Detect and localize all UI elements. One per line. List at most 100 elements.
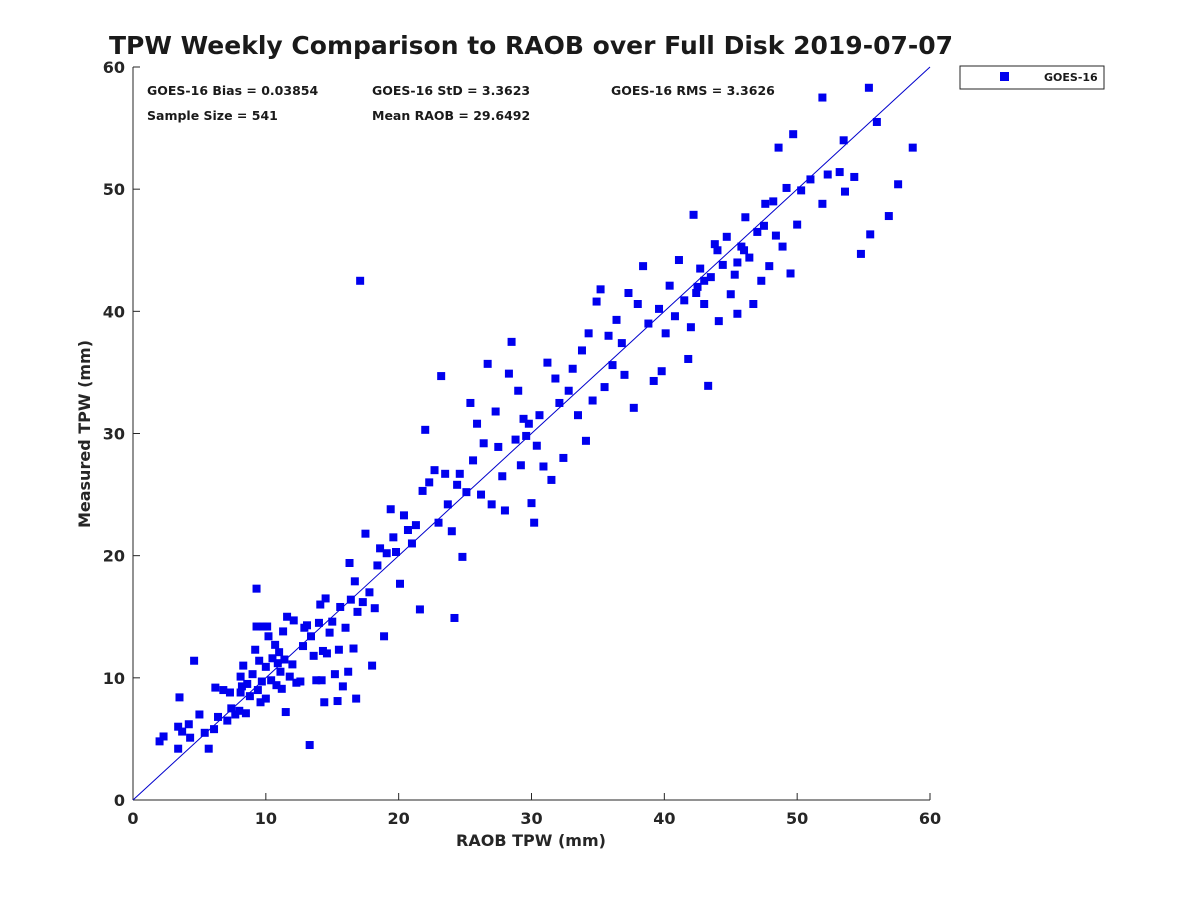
data-point <box>356 276 365 285</box>
legend-label-goes16: GOES-16 <box>1044 71 1098 84</box>
data-point <box>689 210 698 219</box>
data-point <box>309 651 318 660</box>
data-point <box>322 649 331 658</box>
stat-rms: GOES-16 RMS = 3.3626 <box>611 83 775 98</box>
data-point <box>245 692 254 701</box>
data-point <box>184 720 193 729</box>
data-point <box>447 527 456 536</box>
data-point <box>466 398 475 407</box>
data-point <box>504 369 513 378</box>
data-point <box>253 686 262 695</box>
x-tick-label: 0 <box>127 809 138 828</box>
data-point <box>644 319 653 328</box>
data-point <box>195 710 204 719</box>
data-point <box>629 403 638 412</box>
data-point <box>261 694 270 703</box>
x-tick-label: 40 <box>653 809 675 828</box>
data-point <box>761 199 770 208</box>
data-point <box>477 490 486 499</box>
y-tick-label: 60 <box>103 58 125 77</box>
data-point <box>443 500 452 509</box>
data-point <box>271 640 280 649</box>
data-point <box>399 511 408 520</box>
data-point <box>740 246 749 255</box>
data-point <box>778 242 787 251</box>
data-point <box>225 688 234 697</box>
data-point <box>453 480 462 489</box>
data-point <box>279 627 288 636</box>
data-point <box>639 262 648 271</box>
x-tick-label: 10 <box>255 809 277 828</box>
data-point <box>840 187 849 196</box>
data-point <box>272 681 281 690</box>
data-point <box>411 521 420 530</box>
data-point <box>835 168 844 177</box>
data-point <box>479 439 488 448</box>
data-point <box>543 358 552 367</box>
data-point <box>507 337 516 346</box>
data-point <box>370 604 379 613</box>
data-point <box>434 518 443 527</box>
data-point <box>346 595 355 604</box>
data-point <box>263 622 272 631</box>
data-point <box>608 361 617 370</box>
data-point <box>210 725 219 734</box>
data-point <box>288 660 297 669</box>
data-point <box>175 693 184 702</box>
data-point <box>267 676 276 685</box>
data-point <box>200 728 209 737</box>
data-point <box>568 364 577 373</box>
stat-std: GOES-16 StD = 3.3623 <box>372 83 530 98</box>
data-point <box>450 613 459 622</box>
data-point <box>236 672 245 681</box>
data-point <box>186 733 195 742</box>
data-point <box>418 486 427 495</box>
data-point <box>539 462 548 471</box>
data-point <box>894 180 903 189</box>
data-point <box>214 712 223 721</box>
data-point <box>759 221 768 230</box>
data-point <box>358 598 367 607</box>
data-point <box>333 697 342 706</box>
stats-annotations: GOES-16 Bias = 0.03854 GOES-16 StD = 3.3… <box>147 83 775 123</box>
data-point <box>441 469 450 478</box>
data-point <box>178 727 187 736</box>
data-point <box>516 461 525 470</box>
data-point <box>353 607 362 616</box>
data-point <box>657 367 666 376</box>
data-point <box>674 256 683 265</box>
data-point <box>498 472 507 481</box>
x-tick-label: 20 <box>388 809 410 828</box>
data-point <box>730 270 739 279</box>
data-point <box>458 552 467 561</box>
data-point <box>403 526 412 535</box>
data-point <box>500 506 509 515</box>
data-point <box>190 656 199 665</box>
data-point <box>700 300 709 309</box>
data-point <box>793 220 802 229</box>
data-point <box>277 684 286 693</box>
data-point <box>289 616 298 625</box>
data-point <box>655 304 664 313</box>
data-point <box>430 466 439 475</box>
data-point <box>620 370 629 379</box>
data-point <box>241 709 250 718</box>
legend-marker-square <box>1000 72 1009 81</box>
data-point <box>407 539 416 548</box>
stat-bias: GOES-16 Bias = 0.03854 <box>147 83 318 98</box>
data-point <box>596 285 605 294</box>
data-point <box>305 741 314 750</box>
data-point <box>204 744 213 753</box>
data-point <box>380 632 389 641</box>
data-point <box>328 617 337 626</box>
data-point <box>624 289 633 298</box>
data-point <box>155 737 164 746</box>
data-point <box>437 372 446 381</box>
data-point <box>771 231 780 240</box>
data-point <box>710 240 719 249</box>
data-point <box>511 435 520 444</box>
y-axis-label: Measured TPW (mm) <box>75 340 94 528</box>
data-point <box>749 300 758 309</box>
data-point <box>522 431 531 440</box>
data-point <box>251 645 260 654</box>
